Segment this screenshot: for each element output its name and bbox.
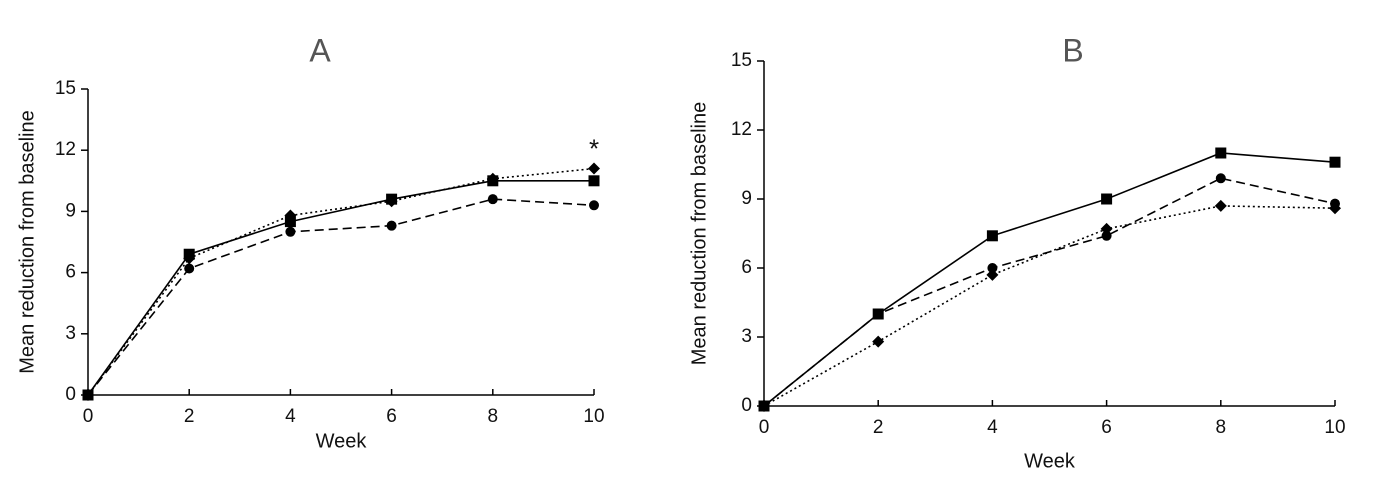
y-tick-label: 0 xyxy=(65,384,76,405)
x-tick-label: 0 xyxy=(83,406,94,427)
y-tick-label: 3 xyxy=(65,323,76,344)
marker xyxy=(284,216,296,228)
series-line xyxy=(763,177,1336,407)
x-tick-label: 10 xyxy=(583,406,604,427)
chart-title: A xyxy=(309,32,331,68)
marker xyxy=(986,268,999,281)
marker xyxy=(1101,230,1112,241)
x-tick-label: 4 xyxy=(987,417,998,438)
marker xyxy=(986,230,998,242)
marker xyxy=(1100,222,1113,235)
x-tick-label: 4 xyxy=(285,406,296,427)
marker xyxy=(183,252,196,265)
marker xyxy=(873,309,884,319)
marker xyxy=(385,195,398,208)
y-tick-label: 15 xyxy=(731,50,752,71)
marker xyxy=(589,200,599,211)
y-tick-label: 12 xyxy=(731,119,752,140)
marker xyxy=(486,172,499,185)
x-tick-label: 6 xyxy=(1101,417,1112,438)
marker xyxy=(1101,193,1113,205)
series-line xyxy=(763,205,1336,407)
marker xyxy=(184,263,195,274)
y-tick-label: 9 xyxy=(65,200,76,221)
x-tick-label: 10 xyxy=(1324,417,1345,438)
x-tick-label: 8 xyxy=(488,406,499,427)
y-tick-label: 0 xyxy=(741,395,752,416)
marker xyxy=(285,226,296,237)
x-tick-label: 6 xyxy=(386,406,397,427)
marker xyxy=(284,209,297,222)
x-axis-label: Week xyxy=(1024,450,1076,472)
annotation: * xyxy=(589,133,599,163)
marker xyxy=(1329,202,1341,215)
series-line xyxy=(87,167,595,396)
marker xyxy=(987,263,998,273)
chart-title: B xyxy=(1062,32,1083,68)
marker xyxy=(83,390,93,400)
series-line xyxy=(763,152,1336,407)
marker xyxy=(1215,147,1227,159)
y-tick-label: 3 xyxy=(741,326,752,347)
x-tick-label: 2 xyxy=(873,417,884,438)
y-tick-label: 12 xyxy=(55,139,76,160)
y-tick-label: 6 xyxy=(741,257,752,278)
y-tick-label: 6 xyxy=(65,262,76,283)
marker xyxy=(487,194,498,205)
series-line xyxy=(87,198,595,396)
marker xyxy=(872,335,885,348)
x-axis-label: Week xyxy=(316,430,368,452)
y-axis-label: Mean reduction from baseline xyxy=(688,102,710,365)
y-tick-label: 15 xyxy=(55,78,76,99)
marker xyxy=(386,220,397,231)
y-axis-label: Mean reduction from baseline xyxy=(16,110,38,373)
y-tick-label: 9 xyxy=(741,188,752,209)
marker xyxy=(758,400,770,412)
marker xyxy=(1215,173,1226,184)
marker xyxy=(1214,199,1227,212)
series-line xyxy=(87,180,594,396)
x-tick-label: 8 xyxy=(1216,417,1227,438)
marker xyxy=(588,175,600,187)
marker xyxy=(1329,156,1341,168)
x-tick-label: 2 xyxy=(184,406,195,427)
x-tick-label: 0 xyxy=(759,417,770,438)
marker xyxy=(588,162,600,175)
